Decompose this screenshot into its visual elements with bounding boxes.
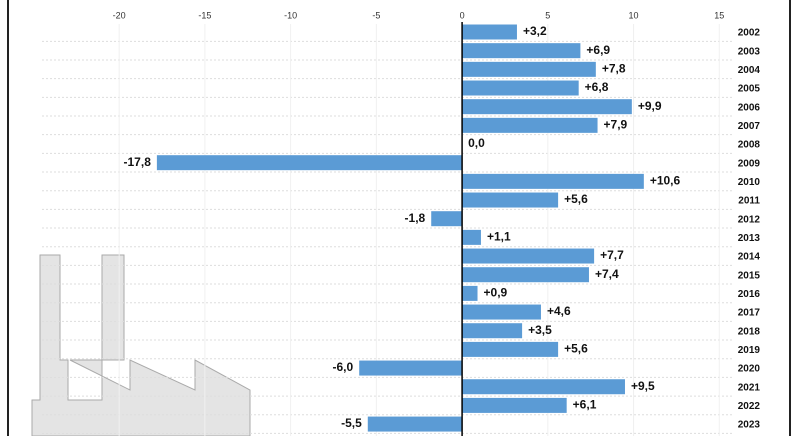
- value-label: -1,8: [405, 211, 426, 225]
- y-tick-label: 2016: [738, 289, 761, 300]
- y-tick-label: 2018: [738, 326, 761, 337]
- y-tick-label: 2004: [738, 65, 761, 76]
- y-tick-label: 2013: [738, 233, 761, 244]
- bar: [359, 360, 463, 376]
- value-label: +7,4: [595, 267, 619, 281]
- bar: [462, 267, 589, 283]
- plot: -20 -15 -10 -5 0 5 10 15 2002 +3,2 2003 +6,9 2004 +7,…: [113, 10, 761, 436]
- bar: [367, 416, 463, 432]
- value-label: -6,0: [333, 360, 354, 374]
- y-tick-label: 2021: [738, 382, 761, 393]
- bar: [462, 24, 517, 40]
- bar: [462, 229, 481, 245]
- value-label: +10,6: [650, 174, 681, 188]
- value-label: +0,9: [484, 286, 508, 300]
- value-label: +9,9: [638, 99, 662, 113]
- y-tick-label: 2015: [738, 270, 761, 281]
- x-tick-label: 5: [545, 10, 550, 20]
- bar: [431, 211, 463, 227]
- y-tick-label: 2009: [738, 158, 761, 169]
- x-tick-label: -10: [284, 10, 297, 20]
- y-tick-label: 2010: [738, 177, 761, 188]
- y-tick-label: 2002: [738, 28, 761, 39]
- value-label: +6,1: [573, 398, 597, 412]
- bar: [462, 80, 579, 96]
- y-tick-label: 2023: [738, 420, 761, 431]
- value-label: +6,9: [586, 43, 610, 57]
- bar: [462, 192, 559, 208]
- bar: [462, 323, 523, 339]
- value-label: -5,5: [341, 416, 362, 430]
- value-label: +7,9: [604, 118, 628, 132]
- y-tick-label: 2007: [738, 121, 761, 132]
- y-tick-label: 2003: [738, 46, 761, 57]
- bar: [462, 61, 596, 77]
- value-label: +1,1: [487, 230, 511, 244]
- value-label: +9,5: [631, 379, 655, 393]
- value-label: +3,2: [523, 24, 547, 38]
- bar: [462, 397, 567, 413]
- y-tick-label: 2020: [738, 364, 761, 375]
- x-tick-label: -5: [372, 10, 380, 20]
- y-tick-label: 2019: [738, 345, 761, 356]
- bar: [462, 341, 559, 357]
- y-tick-label: 2017: [738, 308, 761, 319]
- bar: [462, 248, 595, 264]
- x-tick-label: 15: [714, 10, 724, 20]
- value-label: +5,6: [564, 342, 588, 356]
- y-tick-label: 2022: [738, 401, 761, 412]
- y-tick-label: 2011: [738, 196, 760, 207]
- value-label: +5,6: [564, 192, 588, 206]
- bar: [156, 155, 463, 171]
- x-tick-label: 0: [460, 10, 465, 20]
- value-label: +7,8: [602, 62, 626, 76]
- x-tick-label: 10: [629, 10, 639, 20]
- bar: [462, 304, 541, 320]
- bar: [462, 43, 581, 59]
- value-label: -17,8: [124, 155, 152, 169]
- y-tick-label: 2005: [738, 84, 761, 95]
- y-tick-label: 2014: [738, 252, 761, 263]
- y-tick-label: 2012: [738, 214, 761, 225]
- value-label: +3,5: [528, 323, 552, 337]
- bar: [462, 117, 598, 133]
- value-label: 0,0: [468, 136, 485, 150]
- bar: [462, 173, 644, 189]
- value-label: +7,7: [600, 248, 624, 262]
- bar: [462, 379, 625, 395]
- bar: [462, 285, 478, 301]
- bar: [462, 99, 632, 115]
- value-label: +6,8: [585, 80, 609, 94]
- factory-illustration: [31, 254, 251, 436]
- value-label: +4,6: [547, 304, 571, 318]
- x-tick-label: -15: [198, 10, 211, 20]
- y-tick-label: 2006: [738, 102, 761, 113]
- y-tick-label: 2008: [738, 140, 761, 151]
- x-tick-label: -20: [113, 10, 126, 20]
